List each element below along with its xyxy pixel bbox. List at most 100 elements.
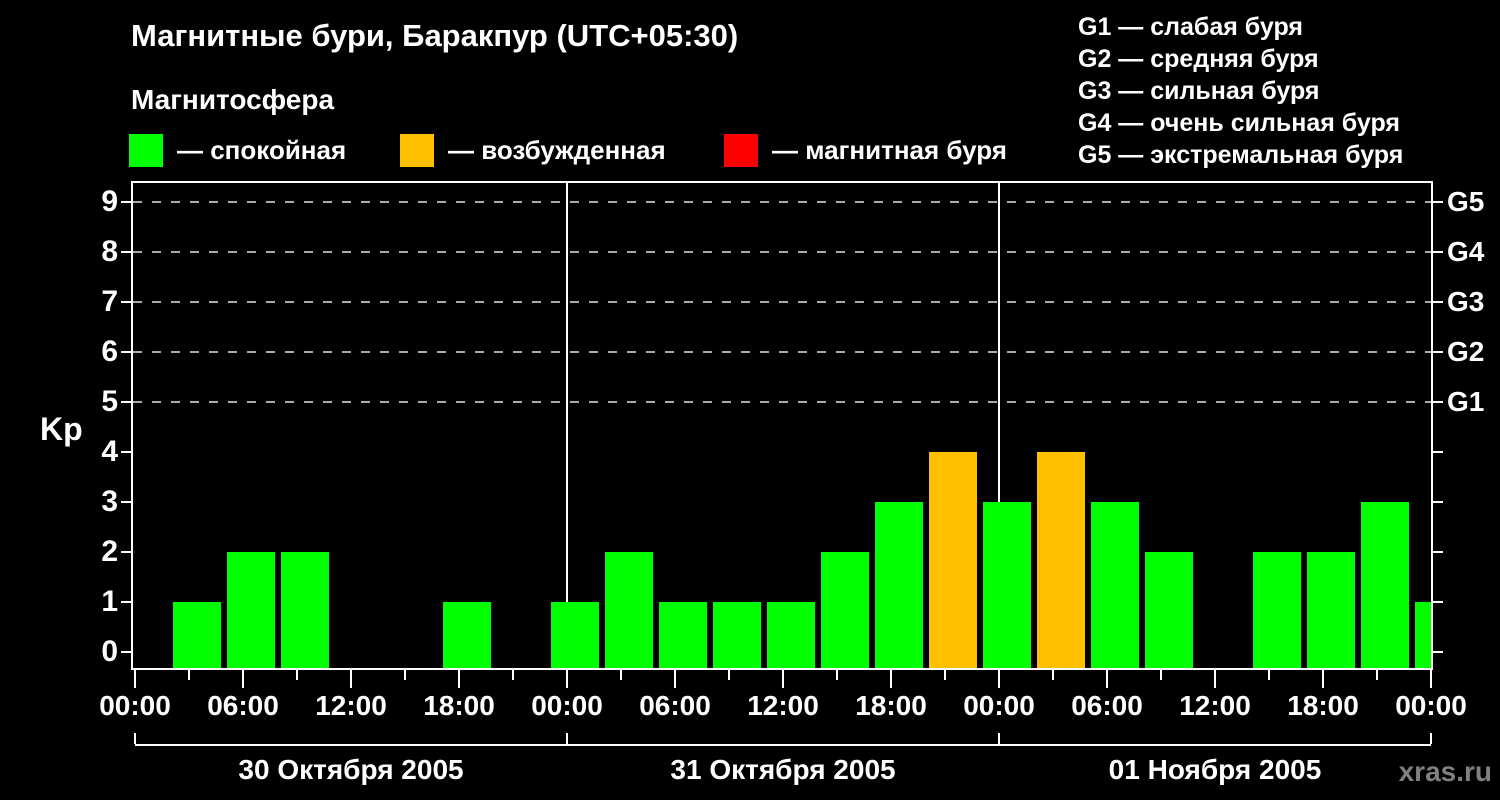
kp-bar bbox=[605, 552, 653, 668]
plot-canvas bbox=[133, 183, 1431, 668]
date-axis-line bbox=[135, 744, 1431, 746]
x-tick-major bbox=[1214, 668, 1216, 688]
x-tick-minor bbox=[1376, 668, 1378, 680]
x-axis-time-label: 18:00 bbox=[855, 690, 927, 721]
g-scale-label-g3: G3 bbox=[1447, 286, 1485, 317]
g-scale-label-g4: G4 bbox=[1447, 236, 1485, 267]
date-axis-tick bbox=[134, 733, 136, 744]
y-axis-label: 1 bbox=[101, 585, 118, 618]
day-separator bbox=[998, 183, 1000, 668]
g-scale-label-g5: G5 bbox=[1447, 186, 1485, 217]
x-axis-time-label: 18:00 bbox=[1287, 690, 1359, 721]
y-tick-right bbox=[1431, 501, 1443, 503]
y-tick-left bbox=[121, 501, 133, 503]
x-axis-time-label: 12:00 bbox=[315, 690, 387, 721]
x-tick-minor bbox=[1268, 668, 1270, 680]
y-tick-left bbox=[121, 301, 133, 303]
gridline-kp8 bbox=[133, 251, 1431, 253]
y-axis-label: 6 bbox=[101, 335, 118, 368]
y-axis-label: 4 bbox=[101, 435, 118, 468]
date-axis-tick bbox=[998, 733, 1000, 744]
x-tick-major bbox=[998, 668, 1000, 688]
x-tick-minor bbox=[836, 668, 838, 680]
day-separator bbox=[566, 183, 568, 668]
x-tick-minor bbox=[620, 668, 622, 680]
x-tick-minor bbox=[944, 668, 946, 680]
kp-bar bbox=[173, 602, 221, 668]
x-tick-major bbox=[890, 668, 892, 688]
x-tick-major bbox=[134, 668, 136, 688]
x-tick-minor bbox=[728, 668, 730, 680]
storm-scale-item-g3: G3 — сильная буря bbox=[1078, 77, 1320, 105]
x-tick-major bbox=[458, 668, 460, 688]
y-axis-title: Kp bbox=[40, 411, 83, 447]
kp-bar bbox=[227, 552, 275, 668]
legend-label-storm: — магнитная буря bbox=[772, 135, 1007, 165]
legend-label-excited: — возбужденная bbox=[448, 135, 666, 165]
excited-swatch bbox=[400, 134, 434, 167]
kp-bar bbox=[281, 552, 329, 668]
x-axis-time-label: 00:00 bbox=[99, 690, 171, 721]
x-axis-time-label: 00:00 bbox=[963, 690, 1035, 721]
x-tick-major bbox=[350, 668, 352, 688]
quiet-swatch bbox=[129, 134, 163, 167]
x-axis-time-label: 00:00 bbox=[1395, 690, 1467, 721]
x-tick-minor bbox=[1052, 668, 1054, 680]
y-tick-left bbox=[121, 251, 133, 253]
x-tick-major bbox=[782, 668, 784, 688]
x-tick-major bbox=[566, 668, 568, 688]
y-axis-label: 3 bbox=[101, 485, 118, 518]
y-tick-left bbox=[121, 601, 133, 603]
kp-bar bbox=[1253, 552, 1301, 668]
y-tick-right bbox=[1431, 651, 1443, 653]
gridline-kp7 bbox=[133, 301, 1431, 303]
kp-bar bbox=[1037, 452, 1085, 668]
x-tick-minor bbox=[296, 668, 298, 680]
g-scale-label-g1: G1 bbox=[1447, 386, 1485, 417]
y-tick-left bbox=[121, 651, 133, 653]
watermark: xras.ru bbox=[1398, 756, 1492, 787]
storm-swatch bbox=[724, 134, 758, 167]
kp-bar bbox=[983, 502, 1031, 668]
y-tick-right bbox=[1431, 601, 1443, 603]
date-axis-tick bbox=[566, 733, 568, 744]
y-tick-right bbox=[1431, 251, 1443, 253]
x-axis-time-label: 12:00 bbox=[747, 690, 819, 721]
page-title: Магнитные бури, Баракпур (UTC+05:30) bbox=[131, 18, 739, 53]
kp-bar bbox=[1145, 552, 1193, 668]
y-axis-label: 9 bbox=[101, 185, 118, 218]
x-axis-time-label: 06:00 bbox=[1071, 690, 1143, 721]
storm-scale-item-g4: G4 — очень сильная буря bbox=[1078, 109, 1400, 137]
date-label: 31 Октября 2005 bbox=[670, 754, 896, 785]
legend-item-storm: — магнитная буря bbox=[724, 134, 1007, 167]
gridline-kp5 bbox=[133, 401, 1431, 403]
x-tick-major bbox=[1322, 668, 1324, 688]
y-axis-label: 8 bbox=[101, 235, 118, 268]
kp-bar bbox=[551, 602, 599, 668]
storm-scale-item-g2: G2 — средняя буря bbox=[1078, 45, 1319, 73]
x-tick-major bbox=[674, 668, 676, 688]
y-tick-left bbox=[121, 351, 133, 353]
y-axis-label: 7 bbox=[101, 285, 118, 318]
kp-bar bbox=[1361, 502, 1409, 668]
x-axis-time-label: 06:00 bbox=[207, 690, 279, 721]
storm-scale-item-g5: G5 — экстремальная буря bbox=[1078, 141, 1404, 169]
date-axis-tick bbox=[1430, 733, 1432, 744]
kp-bar bbox=[659, 602, 707, 668]
legend-label-quiet: — спокойная bbox=[177, 135, 347, 165]
y-tick-right bbox=[1431, 551, 1443, 553]
y-tick-right bbox=[1431, 351, 1443, 353]
kp-bar bbox=[1307, 552, 1355, 668]
y-tick-right bbox=[1431, 201, 1443, 203]
kp-bar bbox=[875, 502, 923, 668]
legend-item-excited: — возбужденная bbox=[400, 134, 666, 167]
y-tick-left bbox=[121, 451, 133, 453]
y-tick-left bbox=[121, 201, 133, 203]
x-tick-minor bbox=[404, 668, 406, 680]
x-tick-minor bbox=[1160, 668, 1162, 680]
subtitle-magnetosphere: Магнитосфера bbox=[131, 84, 335, 115]
x-axis-time-label: 18:00 bbox=[423, 690, 495, 721]
storm-scale-item-g1: G1 — слабая буря bbox=[1078, 13, 1304, 41]
g-scale-label-g2: G2 bbox=[1447, 336, 1485, 367]
